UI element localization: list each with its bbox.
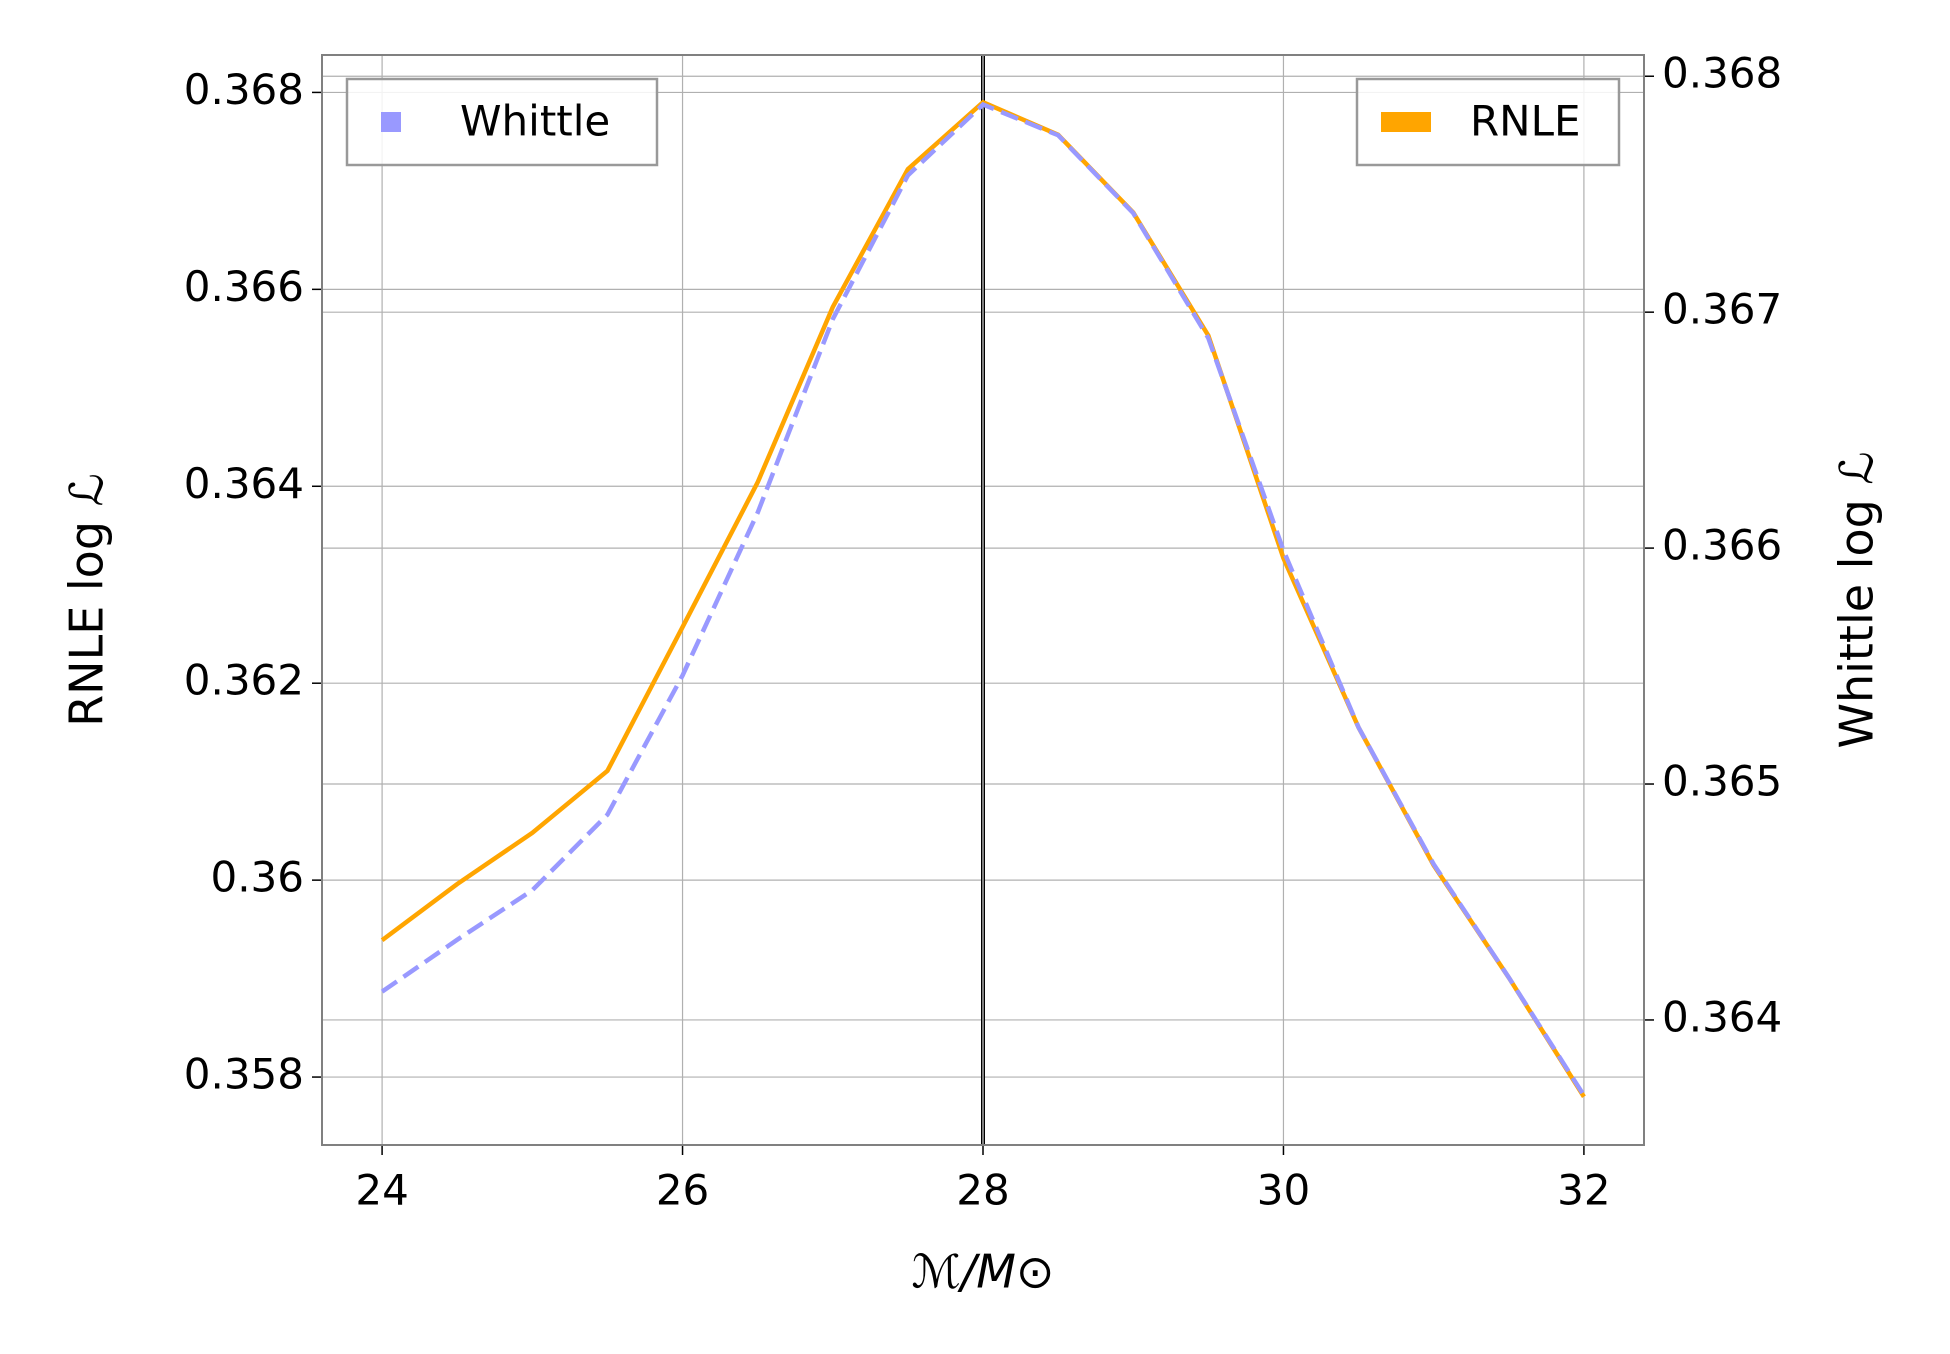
legend-label: RNLE <box>1470 97 1581 146</box>
y-axis-label: RNLE log ℒ <box>60 473 114 727</box>
y2-tick-label: 0.364 <box>1662 992 1782 1041</box>
legend-swatch <box>1381 112 1431 132</box>
legend-swatch <box>381 112 401 132</box>
y-tick-label: 0.362 <box>184 656 304 705</box>
y2-tick-label: 0.368 <box>1662 49 1782 98</box>
y2-tick-label: 0.365 <box>1662 757 1782 806</box>
y2-tick-label: 0.366 <box>1662 521 1782 570</box>
y-tick-label: 0.366 <box>184 262 304 311</box>
x-tick-label: 24 <box>355 1166 408 1215</box>
y-tick-label: 0.358 <box>184 1050 304 1099</box>
x-tick-label: 32 <box>1557 1166 1610 1215</box>
line <box>380 101 1586 1097</box>
y-tick-label: 0.364 <box>184 459 304 508</box>
x-tick-label: 26 <box>656 1166 709 1215</box>
x-axis-label: ℳ/M⊙ <box>912 1245 1055 1299</box>
x-tick-label: 28 <box>956 1166 1009 1215</box>
y2-tick-label: 0.367 <box>1662 285 1782 334</box>
legend: RNLE <box>1355 77 1621 167</box>
y-tick-label: 0.368 <box>184 65 304 114</box>
plot-frame <box>321 54 1645 1146</box>
y2-axis-label: Whittle log ℒ <box>1830 451 1884 748</box>
x-tick-label: 30 <box>1257 1166 1310 1215</box>
legend-label: Whittle <box>460 97 610 146</box>
legend: Whittle <box>345 77 659 167</box>
y-tick-label: 0.36 <box>210 853 304 902</box>
